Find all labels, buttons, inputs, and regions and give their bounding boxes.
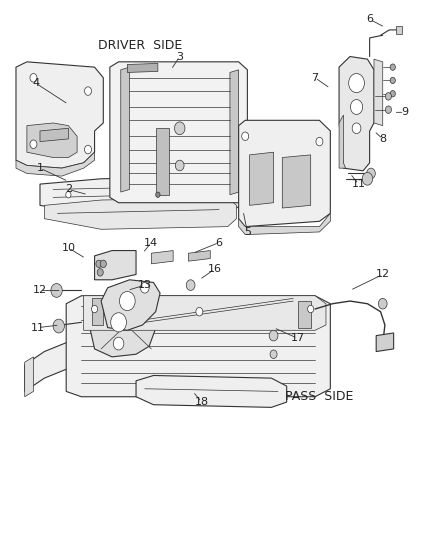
Text: 6: 6 [215, 238, 223, 247]
Polygon shape [27, 123, 77, 158]
Circle shape [174, 122, 185, 135]
Polygon shape [239, 213, 330, 235]
Text: 9: 9 [401, 107, 408, 117]
Polygon shape [25, 357, 33, 397]
Text: 7: 7 [311, 73, 318, 83]
Polygon shape [121, 67, 130, 192]
Circle shape [113, 337, 124, 350]
Polygon shape [25, 341, 71, 391]
Text: 10: 10 [61, 243, 75, 253]
Polygon shape [16, 152, 95, 176]
Circle shape [85, 87, 92, 95]
Polygon shape [339, 115, 346, 168]
Circle shape [30, 140, 37, 149]
Circle shape [390, 77, 396, 84]
Polygon shape [188, 251, 210, 261]
Text: 14: 14 [144, 238, 159, 247]
Polygon shape [136, 375, 287, 407]
Text: 3: 3 [176, 52, 183, 61]
Circle shape [92, 305, 98, 313]
Polygon shape [339, 56, 374, 171]
Text: 4: 4 [32, 78, 39, 88]
Text: 18: 18 [194, 397, 208, 407]
Circle shape [155, 192, 160, 197]
Circle shape [385, 93, 392, 100]
Polygon shape [155, 128, 169, 195]
Circle shape [141, 282, 149, 293]
Polygon shape [110, 62, 247, 203]
Circle shape [53, 319, 64, 333]
Circle shape [362, 172, 373, 185]
Circle shape [390, 91, 396, 97]
Text: 12: 12 [376, 270, 390, 279]
Circle shape [316, 138, 323, 146]
Text: 17: 17 [290, 333, 305, 343]
Circle shape [30, 74, 37, 82]
Polygon shape [40, 128, 68, 142]
Circle shape [350, 100, 363, 115]
Text: 8: 8 [379, 134, 386, 144]
Circle shape [349, 74, 364, 93]
Circle shape [100, 260, 106, 268]
Polygon shape [44, 197, 237, 229]
Circle shape [269, 330, 278, 341]
Circle shape [367, 168, 375, 179]
Text: 11: 11 [31, 322, 45, 333]
Polygon shape [66, 296, 330, 397]
Circle shape [96, 260, 102, 268]
Text: 16: 16 [208, 264, 222, 274]
Circle shape [51, 284, 62, 297]
Circle shape [196, 308, 203, 316]
Circle shape [390, 64, 396, 70]
Polygon shape [250, 152, 274, 205]
Polygon shape [95, 251, 136, 280]
Circle shape [186, 280, 195, 290]
Polygon shape [92, 298, 103, 325]
Circle shape [385, 106, 392, 114]
Text: 11: 11 [352, 179, 366, 189]
Text: 12: 12 [33, 286, 47, 295]
Circle shape [175, 160, 184, 171]
Circle shape [352, 123, 361, 134]
Polygon shape [376, 333, 394, 352]
Circle shape [307, 305, 314, 313]
Circle shape [97, 269, 103, 276]
Polygon shape [101, 280, 160, 330]
Circle shape [120, 292, 135, 311]
Polygon shape [239, 120, 330, 227]
Circle shape [111, 313, 127, 332]
Text: PASS  SIDE: PASS SIDE [285, 390, 353, 403]
Polygon shape [151, 251, 173, 264]
Circle shape [242, 132, 249, 141]
Polygon shape [230, 70, 239, 195]
Polygon shape [374, 59, 383, 126]
Text: 6: 6 [366, 14, 373, 25]
Polygon shape [283, 155, 311, 208]
Text: DRIVER  SIDE: DRIVER SIDE [98, 39, 183, 52]
Circle shape [378, 298, 387, 309]
Circle shape [85, 146, 92, 154]
Text: 5: 5 [244, 227, 251, 237]
Polygon shape [88, 296, 158, 357]
Polygon shape [127, 63, 158, 72]
Circle shape [66, 191, 71, 198]
Polygon shape [16, 62, 103, 168]
Polygon shape [84, 296, 326, 330]
Polygon shape [297, 301, 311, 328]
Text: 13: 13 [138, 280, 152, 290]
Text: 2: 2 [65, 184, 72, 195]
Polygon shape [40, 176, 241, 216]
Circle shape [270, 350, 277, 359]
Polygon shape [396, 26, 402, 34]
Text: 1: 1 [36, 163, 43, 173]
